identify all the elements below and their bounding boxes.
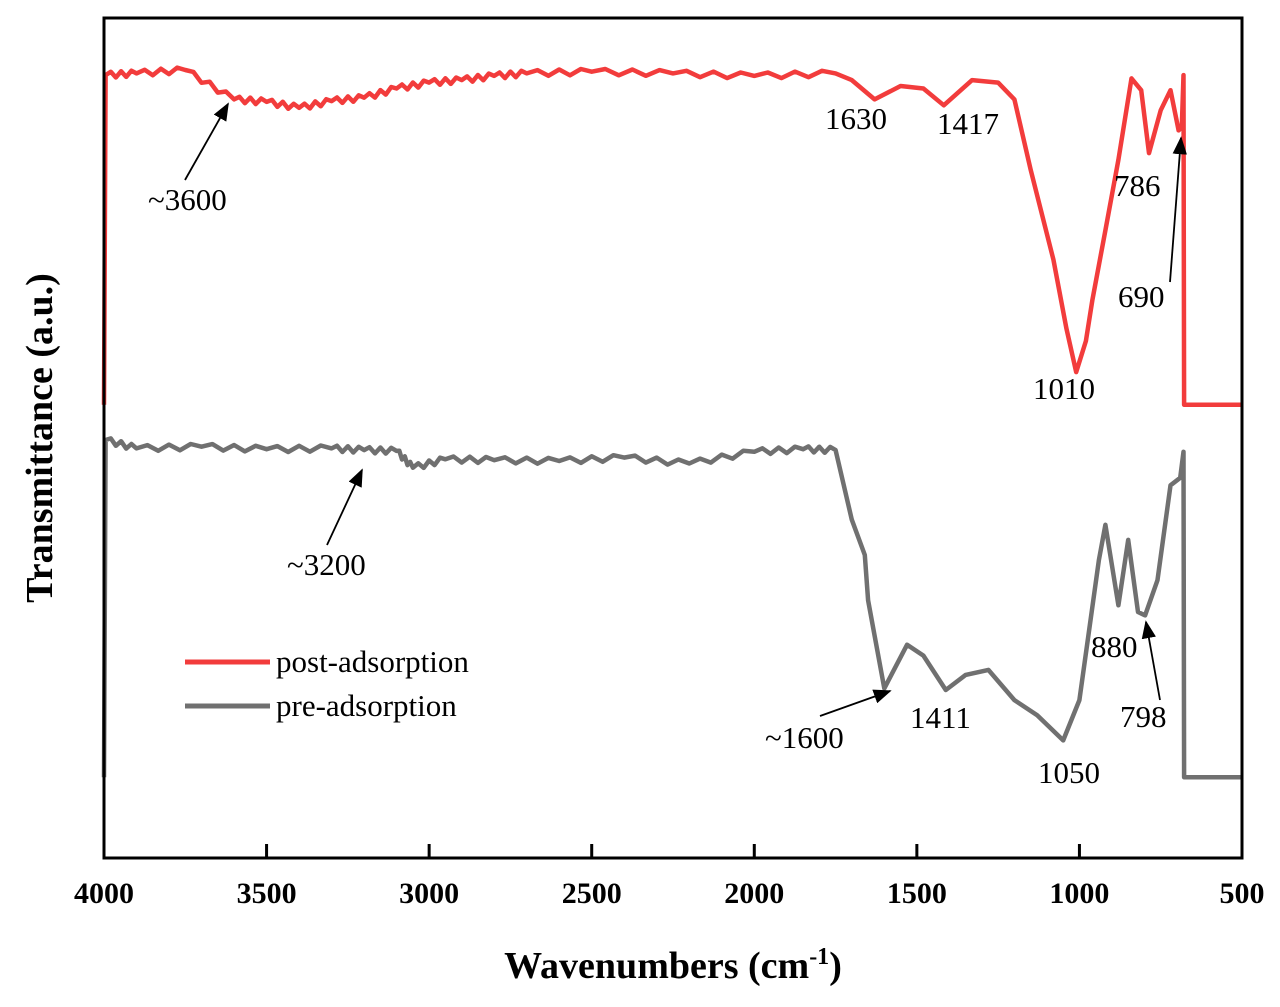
x-tick-label: 2000 [724, 877, 784, 910]
x-tick-label: 500 [1220, 877, 1265, 910]
peak-arrow [819, 689, 892, 717]
series-line-pre-adsorption [101, 436, 1242, 780]
peak-label: 1417 [937, 106, 999, 141]
peak-label: ~1600 [765, 720, 844, 755]
peak-arrow [326, 468, 363, 546]
legend-label: pre-adsorption [276, 688, 457, 723]
peak-arrow [1141, 620, 1161, 701]
plot-frame [102, 16, 1244, 860]
peak-label: 1050 [1038, 755, 1100, 790]
x-tick-label: 3500 [237, 877, 297, 910]
x-tick-label: 1500 [887, 877, 947, 910]
peak-label: 798 [1120, 699, 1167, 734]
peak-label: ~3600 [148, 182, 227, 217]
peak-label: ~3200 [287, 547, 366, 582]
x-tick-label: 3000 [399, 877, 459, 910]
peak-arrow [184, 102, 229, 181]
peak-label: 786 [1114, 168, 1161, 203]
x-tick-label: 4000 [74, 877, 134, 910]
peak-label: 1630 [825, 101, 887, 136]
peak-label: 1010 [1033, 371, 1095, 406]
peak-label: 690 [1118, 279, 1165, 314]
peak-label: 1411 [910, 700, 971, 735]
series-line-post-adsorption [101, 65, 1242, 408]
x-tick-label: 1000 [1049, 877, 1109, 910]
y-axis-title: Transmittance (a.u.) [19, 273, 61, 603]
x-axis-title: Wavenumbers (cm-1) [504, 944, 842, 987]
peak-arrow [1169, 136, 1187, 283]
legend-label: post-adsorption [276, 644, 469, 679]
peak-label: 880 [1091, 629, 1138, 664]
legend: post-adsorption pre-adsorption [185, 644, 469, 723]
x-tick-label: 2500 [562, 877, 622, 910]
